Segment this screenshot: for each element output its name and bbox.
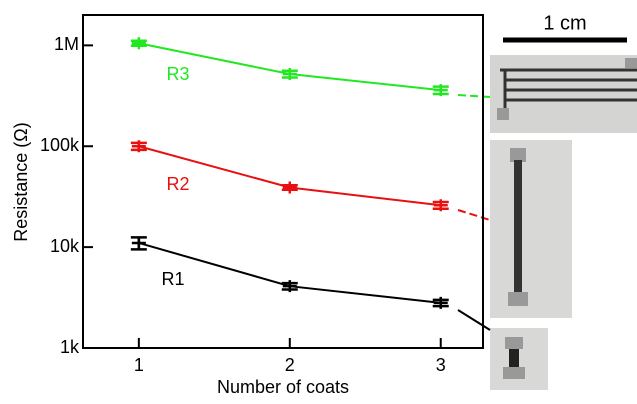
point <box>282 181 297 194</box>
connector <box>457 309 491 331</box>
serpentine <box>500 68 637 108</box>
scale-bar-label: 1 cm <box>543 12 586 34</box>
y-axis-label: Resistance (Ω) <box>11 122 31 242</box>
point <box>433 199 448 212</box>
photo-r3 <box>490 55 637 133</box>
trace <box>509 349 519 367</box>
point <box>282 280 297 293</box>
x-axis-label: Number of coats <box>217 377 349 397</box>
pad <box>505 337 523 349</box>
point <box>131 236 146 249</box>
pad <box>625 58 637 68</box>
point <box>131 140 146 153</box>
plot-frame <box>82 14 484 349</box>
photo-r2 <box>490 140 572 318</box>
connector <box>457 209 491 221</box>
connector <box>457 94 491 98</box>
point <box>282 68 297 81</box>
pad <box>508 292 528 306</box>
pad <box>510 148 526 162</box>
x-tick-label: 2 <box>285 355 295 375</box>
x-tick-label: 1 <box>134 355 144 375</box>
y-tick-label: 1k <box>60 337 80 357</box>
point <box>131 37 146 50</box>
y-tick-label: 1M <box>54 34 79 54</box>
y-tick-label: 100k <box>40 135 80 155</box>
pad <box>497 108 509 120</box>
series-label: R3 <box>166 64 189 84</box>
trace <box>514 160 522 295</box>
series-label: R1 <box>161 269 184 289</box>
photos: 1 cm <box>490 12 637 390</box>
x-tick-label: 3 <box>436 355 446 375</box>
y-tick-label: 10k <box>50 236 80 256</box>
series-label: R2 <box>166 174 189 194</box>
point <box>433 296 448 309</box>
pad <box>503 367 525 379</box>
point <box>433 84 448 97</box>
